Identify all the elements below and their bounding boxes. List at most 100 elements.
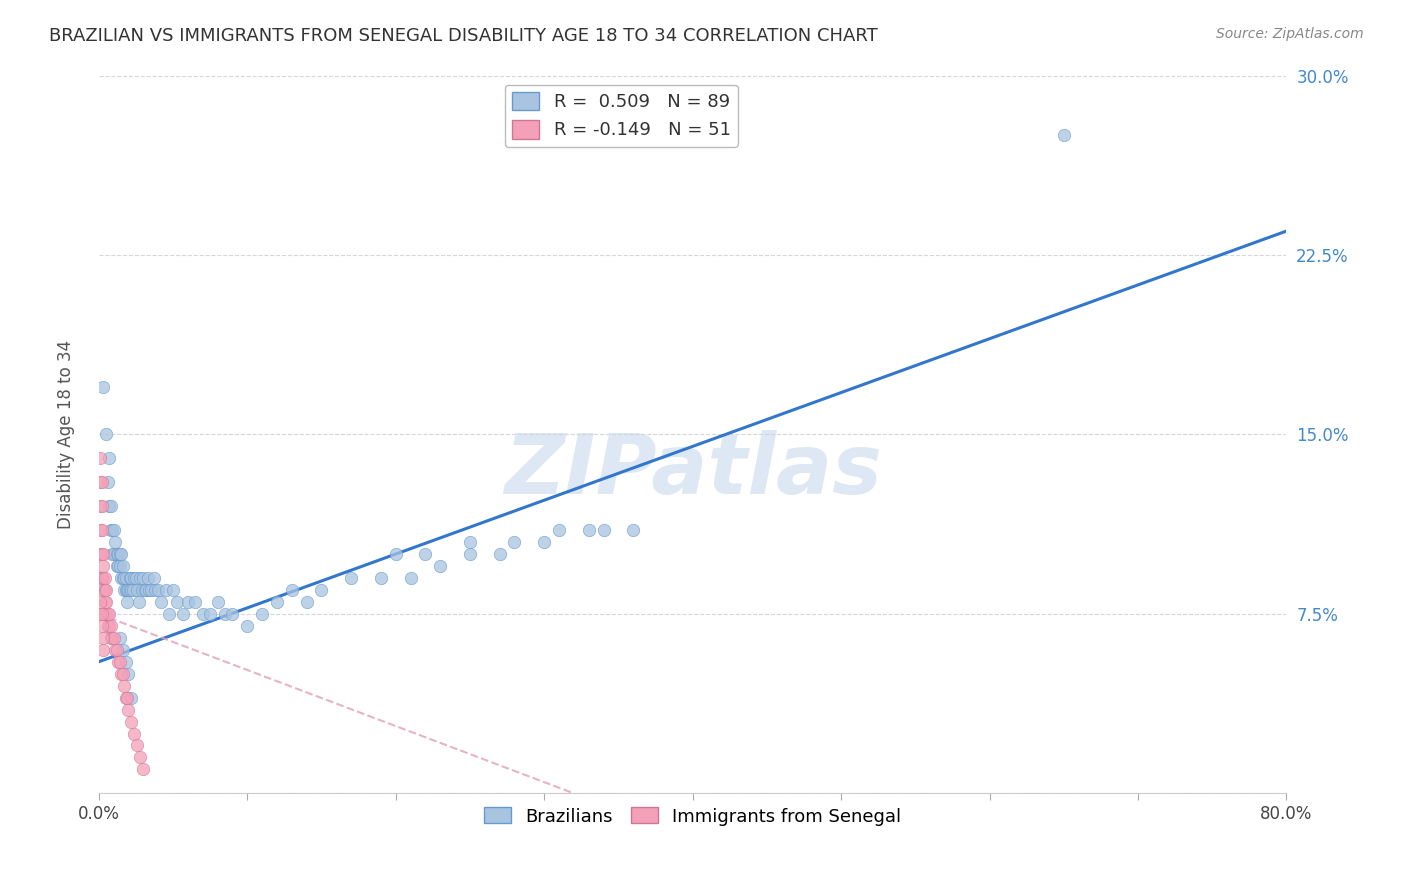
Point	[91, 571, 114, 585]
Point	[150, 595, 173, 609]
Point	[91, 642, 114, 657]
Point	[503, 535, 526, 549]
Point	[89, 500, 111, 514]
Point	[143, 582, 166, 597]
Point	[131, 582, 153, 597]
Point	[115, 595, 138, 609]
Point	[107, 547, 129, 561]
Point	[132, 763, 155, 777]
Point	[266, 595, 288, 609]
Point	[155, 582, 177, 597]
Point	[533, 535, 555, 549]
Point	[104, 642, 127, 657]
Point	[100, 523, 122, 537]
Point	[399, 571, 422, 585]
Point	[458, 547, 481, 561]
Point	[162, 582, 184, 597]
Point	[370, 571, 392, 585]
Point	[120, 714, 142, 729]
Point	[98, 619, 121, 633]
Point	[114, 655, 136, 669]
Point	[117, 703, 139, 717]
Point	[142, 571, 165, 585]
Point	[89, 523, 111, 537]
Point	[101, 547, 124, 561]
Point	[105, 547, 128, 561]
Point	[184, 595, 207, 609]
Point	[89, 451, 111, 466]
Point	[124, 726, 146, 740]
Point	[91, 547, 114, 561]
Point	[91, 379, 114, 393]
Point	[488, 547, 510, 561]
Point	[384, 547, 406, 561]
Point	[111, 642, 134, 657]
Point	[136, 571, 159, 585]
Point	[112, 582, 135, 597]
Point	[157, 607, 180, 621]
Point	[621, 523, 644, 537]
Point	[172, 607, 194, 621]
Point	[295, 595, 318, 609]
Point	[107, 559, 129, 574]
Point	[90, 619, 112, 633]
Point	[135, 582, 157, 597]
Point	[108, 655, 131, 669]
Point	[120, 582, 142, 597]
Point	[90, 571, 112, 585]
Point	[281, 582, 304, 597]
Point	[101, 523, 124, 537]
Point	[107, 655, 129, 669]
Point	[97, 475, 120, 490]
Point	[415, 547, 437, 561]
Point	[91, 582, 114, 597]
Point	[103, 523, 125, 537]
Point	[100, 631, 122, 645]
Point	[114, 582, 136, 597]
Point	[548, 523, 571, 537]
Point	[96, 595, 118, 609]
Point	[101, 631, 124, 645]
Point	[120, 690, 142, 705]
Point	[129, 750, 152, 764]
Point	[97, 619, 120, 633]
Point	[90, 500, 112, 514]
Point	[578, 523, 600, 537]
Point	[111, 571, 134, 585]
Point	[429, 559, 451, 574]
Y-axis label: Disability Age 18 to 34: Disability Age 18 to 34	[58, 340, 75, 529]
Point	[89, 571, 111, 585]
Point	[458, 535, 481, 549]
Point	[115, 690, 138, 705]
Point	[112, 571, 135, 585]
Text: Source: ZipAtlas.com: Source: ZipAtlas.com	[1216, 27, 1364, 41]
Point	[214, 607, 236, 621]
Point	[112, 679, 135, 693]
Point	[115, 582, 138, 597]
Legend: Brazilians, Immigrants from Senegal: Brazilians, Immigrants from Senegal	[475, 798, 911, 835]
Point	[1053, 128, 1076, 143]
Point	[90, 523, 112, 537]
Point	[110, 571, 132, 585]
Point	[98, 500, 121, 514]
Point	[127, 582, 149, 597]
Point	[89, 547, 111, 561]
Point	[592, 523, 614, 537]
Point	[111, 559, 134, 574]
Point	[114, 690, 136, 705]
Point	[128, 595, 150, 609]
Point	[105, 642, 128, 657]
Point	[105, 559, 128, 574]
Point	[98, 607, 121, 621]
Point	[134, 582, 156, 597]
Point	[340, 571, 363, 585]
Point	[311, 582, 333, 597]
Point	[250, 607, 273, 621]
Point	[129, 571, 152, 585]
Point	[122, 582, 145, 597]
Point	[124, 571, 146, 585]
Point	[125, 571, 148, 585]
Point	[221, 607, 243, 621]
Point	[108, 547, 131, 561]
Text: BRAZILIAN VS IMMIGRANTS FROM SENEGAL DISABILITY AGE 18 TO 34 CORRELATION CHART: BRAZILIAN VS IMMIGRANTS FROM SENEGAL DIS…	[49, 27, 877, 45]
